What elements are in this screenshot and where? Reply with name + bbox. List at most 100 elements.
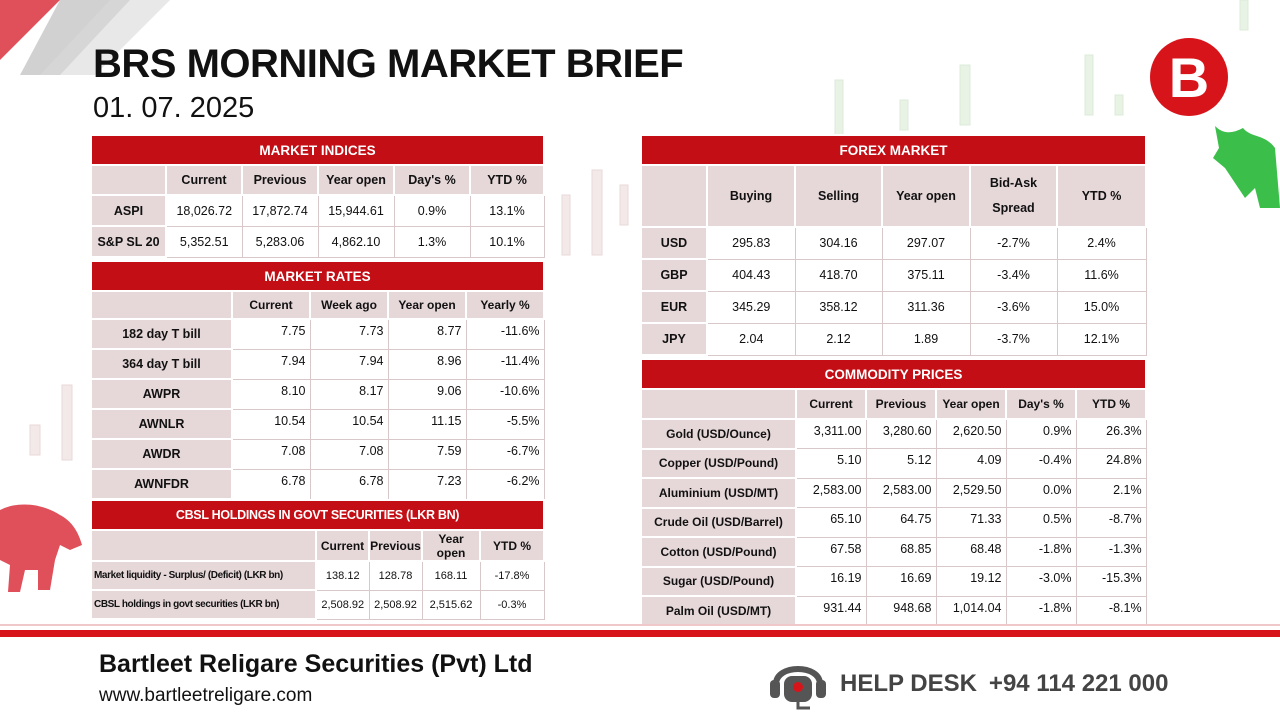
column-header: Day's %: [1005, 388, 1077, 420]
cell: 295.83: [706, 226, 796, 260]
row-label: ASPI: [90, 194, 167, 227]
cell: 304.16: [794, 226, 883, 260]
table-row: Copper (USD/Pound) 5.10 5.12 4.09 -0.4% …: [640, 447, 1147, 479]
cell: 10.54: [231, 408, 311, 440]
cell: 65.10: [795, 507, 867, 538]
column-header: Year open: [935, 388, 1007, 420]
cell: 19.12: [935, 566, 1007, 597]
cbsl-holdings-table: CBSL HOLDINGS IN GOVT SECURITIES (LKR BN…: [90, 499, 545, 620]
cell: 7.75: [231, 318, 311, 350]
cell: 2,583.00: [865, 477, 937, 508]
row-label: Cotton (USD/Pound): [640, 536, 797, 568]
column-header: YTD %: [468, 164, 546, 196]
column-header: Current: [165, 164, 243, 196]
column-header: Current: [795, 388, 867, 420]
cell: 5.10: [795, 448, 867, 479]
column-header: Previous: [865, 388, 937, 420]
table-row: EUR 345.29 358.12 311.36 -3.6% 15.0%: [640, 290, 1147, 324]
cell: 168.11: [421, 560, 481, 591]
column-header: Buying: [706, 164, 796, 228]
bull-icon: [1213, 126, 1280, 208]
cell: -15.3%: [1075, 566, 1147, 597]
table-row: JPY 2.04 2.12 1.89 -3.7% 12.1%: [640, 322, 1147, 356]
row-label: 182 day T bill: [90, 318, 233, 350]
cell: 18,026.72: [165, 194, 243, 227]
cell: 3,280.60: [865, 418, 937, 449]
commodity-prices-table: COMMODITY PRICES Current Previous Year o…: [639, 358, 1148, 627]
cell: 6.78: [231, 468, 311, 500]
market-rates-table: MARKET RATES Current Week ago Year open …: [89, 260, 546, 500]
headset-icon: [770, 666, 826, 710]
cell: 3,311.00: [795, 418, 867, 449]
cell: -8.7%: [1075, 507, 1147, 538]
cell: 1.3%: [393, 225, 471, 258]
table-row: USD 295.83 304.16 297.07 -2.7% 2.4%: [640, 226, 1147, 260]
cell: 2.04: [706, 322, 796, 356]
column-header: Day's %: [393, 164, 471, 196]
table-row: Cotton (USD/Pound) 67.58 68.85 68.48 -1.…: [640, 536, 1147, 568]
cell: 2.12: [794, 322, 883, 356]
cell: 7.08: [231, 438, 311, 470]
column-header: Year open: [317, 164, 395, 196]
cell: 948.68: [865, 595, 937, 626]
column-header: [90, 164, 167, 196]
cell: 2.4%: [1056, 226, 1147, 260]
row-label: Market liquidity - Surplus/ (Deficit) (L…: [90, 560, 317, 591]
table-row: Palm Oil (USD/MT) 931.44 948.68 1,014.04…: [640, 595, 1147, 627]
cell: 15.0%: [1056, 290, 1147, 324]
website-link[interactable]: www.bartleetreligare.com: [99, 685, 313, 706]
table-row: Aluminium (USD/MT) 2,583.00 2,583.00 2,5…: [640, 477, 1147, 509]
cell: 13.1%: [469, 194, 545, 227]
row-label: Crude Oil (USD/Barrel): [640, 506, 797, 538]
table-row: Crude Oil (USD/Barrel) 65.10 64.75 71.33…: [640, 506, 1147, 538]
table-header: MARKET INDICES: [89, 134, 546, 166]
background-candles: [29, 0, 1249, 461]
column-header: YTD %: [1055, 164, 1148, 228]
cell: 12.1%: [1056, 322, 1147, 356]
row-label: CBSL holdings in govt securities (LKR bn…: [90, 589, 317, 620]
cell: 1.89: [881, 322, 971, 356]
cell: 11.6%: [1056, 258, 1147, 292]
cell: 931.44: [795, 595, 867, 626]
market-indices-table: MARKET INDICES Current Previous Year ope…: [89, 134, 546, 258]
cell: 2,529.50: [935, 477, 1007, 508]
cell: -8.1%: [1075, 595, 1147, 626]
cell: 10.54: [309, 408, 389, 440]
footer-divider: [0, 624, 1280, 626]
cell: 8.17: [309, 378, 389, 410]
cell: 2,583.00: [795, 477, 867, 508]
help-desk-label: HELP DESK: [840, 670, 977, 697]
cell: 64.75: [865, 507, 937, 538]
cell: 297.07: [881, 226, 971, 260]
cell: 0.5%: [1005, 507, 1077, 538]
cell: 16.69: [865, 566, 937, 597]
table-row: 182 day T bill 7.75 7.73 8.77 -11.6%: [90, 318, 545, 350]
cell: -17.8%: [479, 560, 545, 591]
cell: -3.6%: [969, 290, 1058, 324]
row-label: Gold (USD/Ounce): [640, 418, 797, 450]
table-header: FOREX MARKET: [639, 134, 1148, 166]
column-header: Selling: [794, 164, 883, 228]
cell: 26.3%: [1075, 418, 1147, 449]
help-desk-number[interactable]: +94 114 221 000: [988, 670, 1169, 697]
cell: 7.59: [387, 438, 467, 470]
column-header: [640, 164, 708, 228]
forex-market-table: FOREX MARKET Buying Selling Year open Bi…: [639, 134, 1148, 356]
table-row: 364 day T bill 7.94 7.94 8.96 -11.4%: [90, 348, 545, 380]
report-date: 01. 07. 2025: [93, 92, 255, 124]
footer-accent-bar: [0, 630, 1280, 637]
column-header: Year open: [421, 529, 481, 562]
cell: -11.6%: [465, 318, 545, 350]
table-row: Market liquidity - Surplus/ (Deficit) (L…: [90, 560, 545, 591]
table-row: AWNLR 10.54 10.54 11.15 -5.5%: [90, 408, 545, 440]
cell: -1.8%: [1005, 536, 1077, 567]
row-label: S&P SL 20: [90, 225, 167, 258]
cell: -6.2%: [465, 468, 545, 500]
cell: 375.11: [881, 258, 971, 292]
row-label: AWNLR: [90, 408, 233, 440]
cell: 9.06: [387, 378, 467, 410]
cell: -6.7%: [465, 438, 545, 470]
column-header: Current: [315, 529, 370, 562]
cell: 0.0%: [1005, 477, 1077, 508]
row-label: USD: [640, 226, 708, 260]
